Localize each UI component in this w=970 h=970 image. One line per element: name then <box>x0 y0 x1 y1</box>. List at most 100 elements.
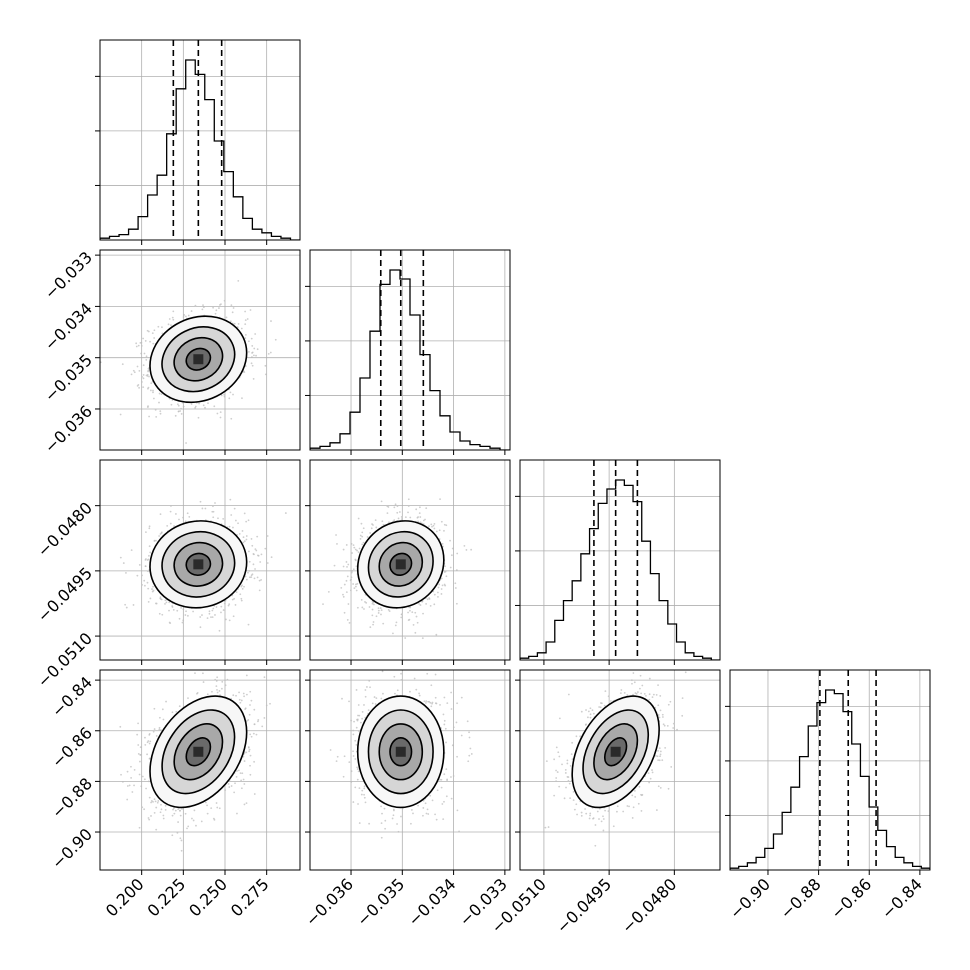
sample-point <box>160 803 162 806</box>
sample-point <box>410 809 413 811</box>
sample-point <box>251 345 254 347</box>
sample-point <box>180 839 183 842</box>
sample-point <box>664 746 667 749</box>
sample-point <box>632 672 635 674</box>
density-peak <box>395 559 406 570</box>
sample-point <box>176 609 179 612</box>
sample-point <box>248 750 251 753</box>
sample-point <box>361 531 364 534</box>
sample-point <box>178 617 181 620</box>
sample-point <box>633 681 636 684</box>
sample-point <box>149 597 152 600</box>
sample-point <box>165 601 168 604</box>
sample-point <box>228 786 231 788</box>
sample-point <box>661 713 664 716</box>
sample-point <box>215 802 218 804</box>
sample-point <box>352 729 355 732</box>
sample-point <box>211 510 214 513</box>
sample-point <box>648 781 651 784</box>
sample-point <box>425 702 427 704</box>
sample-point <box>153 337 156 339</box>
sample-point <box>177 808 180 811</box>
sample-point <box>244 333 247 336</box>
sample-point <box>346 619 349 621</box>
sample-point <box>354 758 357 760</box>
sample-point <box>194 672 196 675</box>
sample-point <box>370 527 373 530</box>
sample-point <box>569 797 572 800</box>
sample-point <box>223 395 226 398</box>
sample-point <box>218 307 220 309</box>
sample-point <box>246 719 248 722</box>
sample-point <box>147 780 150 783</box>
sample-point <box>220 303 222 305</box>
sample-point <box>249 764 251 767</box>
sample-point <box>206 693 209 696</box>
sample-point <box>221 830 224 833</box>
sample-point <box>172 310 175 313</box>
sample-point <box>647 772 650 775</box>
sample-point <box>183 314 186 316</box>
sample-point <box>255 549 258 552</box>
sample-point <box>352 583 355 585</box>
sample-point <box>190 310 193 312</box>
sample-point <box>254 548 257 550</box>
histogram-panel-3: −0.90 −0.88 −0.86 −0.84 <box>725 669 931 923</box>
sample-point <box>408 618 411 621</box>
sample-point <box>356 719 359 722</box>
sample-point <box>412 623 415 626</box>
sample-point <box>148 818 151 821</box>
sample-point <box>179 814 182 817</box>
sample-point <box>557 751 560 754</box>
sample-point <box>179 410 182 412</box>
sample-point <box>202 306 205 309</box>
sample-point <box>184 315 187 318</box>
histogram-panel-0 <box>95 39 301 245</box>
sample-point <box>242 536 245 539</box>
y-tick-label: −0.035 <box>41 350 96 405</box>
sample-point <box>200 820 203 823</box>
sample-point <box>220 687 223 690</box>
sample-point <box>661 716 664 718</box>
sample-point <box>409 606 412 609</box>
sample-point <box>667 787 670 790</box>
sample-point <box>126 770 129 773</box>
sample-point <box>222 609 225 611</box>
sample-point <box>215 309 218 312</box>
sample-point <box>156 801 159 804</box>
sample-point <box>140 344 143 347</box>
sample-point <box>400 815 402 818</box>
sample-point <box>260 553 263 556</box>
sample-point <box>381 812 383 815</box>
sample-point <box>135 345 138 348</box>
sample-point <box>138 564 141 566</box>
sample-point <box>425 603 428 605</box>
sample-point <box>146 753 148 756</box>
x-tick-label: −0.0480 <box>618 875 681 938</box>
sample-point <box>425 700 428 703</box>
sample-point <box>258 579 261 582</box>
x-tick-label: 0.225 <box>144 875 190 921</box>
sample-point <box>157 325 160 328</box>
sample-point <box>341 697 343 700</box>
sample-point <box>244 708 247 711</box>
sample-point <box>244 323 247 326</box>
sample-point <box>194 304 197 307</box>
sample-point <box>433 527 436 530</box>
sample-point <box>132 604 135 606</box>
sample-point <box>243 695 245 698</box>
sample-point <box>396 511 399 514</box>
sample-point <box>434 696 437 699</box>
sample-point <box>662 723 665 726</box>
sample-point <box>161 613 164 616</box>
sample-point <box>165 700 167 703</box>
sample-point <box>253 708 256 711</box>
sample-point <box>375 657 377 659</box>
sample-point <box>393 519 396 522</box>
sample-point <box>160 808 163 811</box>
sample-point <box>443 583 446 586</box>
sample-point <box>566 762 569 765</box>
sample-point <box>222 517 225 520</box>
sample-point <box>234 782 236 785</box>
sample-point <box>547 826 550 828</box>
